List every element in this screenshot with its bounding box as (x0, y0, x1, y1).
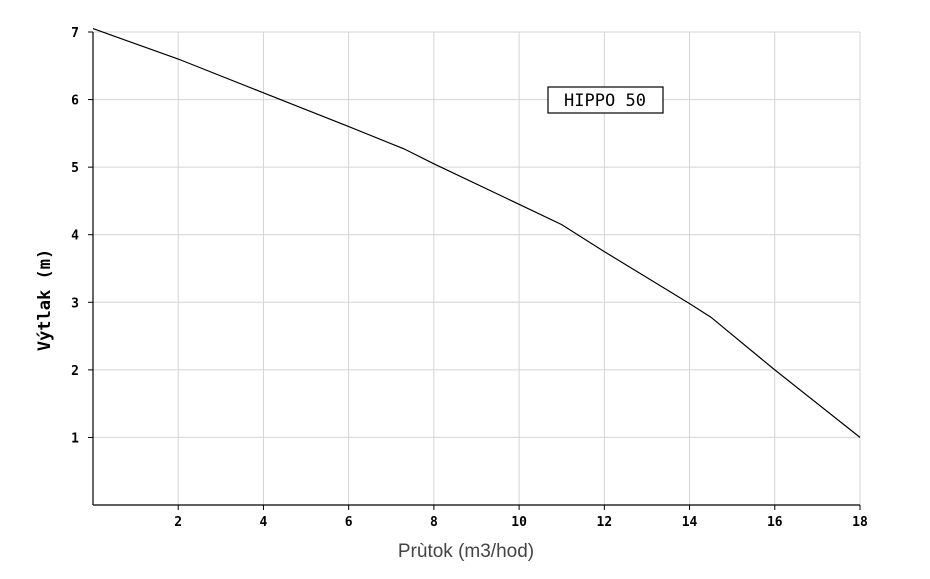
x-tick-label: 12 (597, 515, 613, 530)
x-tick-label: 8 (430, 515, 438, 530)
y-ticks: 1 2 3 4 5 6 7 (71, 26, 93, 446)
legend-series-label: HIPPO 50 (564, 91, 646, 111)
y-tick-label: 7 (71, 26, 79, 41)
x-tick-label: 6 (345, 515, 353, 530)
series-line (92, 28, 861, 438)
y-tick-label: 2 (71, 364, 79, 379)
y-tick-label: 5 (71, 161, 79, 176)
x-tick-label: 4 (260, 515, 268, 530)
x-axis-title: Prùtok (m3/hod) (398, 541, 534, 562)
series (92, 28, 861, 438)
x-ticks: 2 4 6 8 10 12 14 16 18 (174, 505, 868, 530)
y-tick-label: 3 (71, 296, 79, 311)
x-tick-label: 14 (682, 515, 698, 530)
x-tick-label: 2 (174, 515, 182, 530)
axes (92, 32, 860, 506)
y-tick-label: 1 (71, 431, 79, 446)
y-axis-title: Výtlak (m) (35, 249, 55, 351)
x-tick-label: 10 (511, 515, 527, 530)
y-tick-label: 4 (71, 229, 79, 244)
x-tick-label: 16 (767, 515, 783, 530)
legend-box (547, 86, 664, 114)
legend: HIPPO 50 (547, 86, 664, 114)
x-tick-label: 18 (852, 515, 868, 530)
y-tick-label: 6 (71, 94, 79, 109)
plot-area (93, 32, 860, 505)
